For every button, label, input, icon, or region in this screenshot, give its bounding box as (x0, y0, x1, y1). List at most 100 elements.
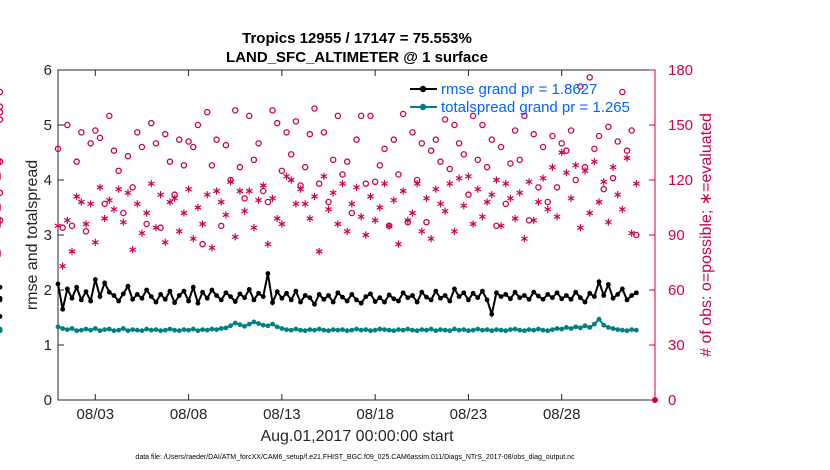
obs-possible-point (628, 127, 635, 134)
rmse-point (577, 295, 583, 301)
obs-possible-point (320, 129, 328, 136)
obs-evaluated-point (600, 178, 608, 186)
obs-evaluated-point (217, 198, 225, 206)
totalspread-point (601, 322, 607, 328)
totalspread-point (144, 326, 150, 332)
obs-evaluated-point (395, 240, 402, 248)
obs-possible-point (269, 107, 276, 114)
obs-evaluated-point (273, 214, 281, 223)
obs-evaluated-point (133, 200, 141, 208)
rmse-point (307, 295, 313, 301)
totalspread-point (200, 327, 205, 332)
series-rmse (0, 271, 639, 319)
obs-possible-point (455, 140, 463, 147)
totalspread-point (246, 321, 252, 327)
obs-possible-point (390, 136, 398, 143)
totalspread-point (568, 326, 574, 331)
obs-possible-point (162, 130, 169, 138)
rmse-point (531, 289, 537, 295)
obs-evaluated-point (604, 218, 612, 226)
rmse-point (470, 290, 476, 296)
obs-evaluated-point (399, 187, 407, 195)
obs-evaluated-point (353, 183, 360, 191)
totalspread-point (563, 325, 569, 330)
totalspread-point (158, 328, 164, 334)
rmse-point (438, 295, 443, 301)
rmse-point (605, 282, 611, 287)
totalspread-point (475, 326, 481, 332)
obs-evaluated-point (320, 172, 328, 180)
totalspread-point (452, 326, 457, 332)
totalspread-point (368, 328, 373, 334)
obs-possible-point (92, 127, 99, 134)
obs-evaluated-point (292, 200, 300, 208)
rmse-point (391, 296, 397, 302)
totalspread-point (624, 328, 630, 334)
obs-evaluated-point (534, 198, 542, 206)
totalspread-point (386, 327, 392, 333)
totalspread-point (461, 327, 467, 332)
totalspread-point (503, 328, 509, 334)
legend: rmse grand pr = 1.8627 totalspread grand… (410, 81, 630, 116)
rmse-point (218, 297, 224, 303)
obs-evaluated-point (101, 214, 109, 223)
rmse-point (512, 289, 518, 295)
totalspread-point (102, 327, 108, 332)
obs-possible-point (362, 180, 370, 187)
rmse-point (321, 296, 327, 302)
totalspread-point (442, 327, 448, 333)
chart-title-line2: LAND_SFC_ALTIMETER @ 1 surface (226, 49, 488, 66)
obs-possible-point (558, 140, 565, 147)
totalspread-point (97, 328, 103, 334)
rmse-point (563, 293, 569, 298)
totalspread-point (405, 326, 411, 332)
obs-evaluated-point (54, 222, 62, 230)
obs-possible-point (483, 163, 491, 171)
obs-possible-point (544, 198, 551, 206)
obs-possible-point (535, 184, 542, 191)
obs-evaluated-point (614, 191, 622, 199)
obs-possible-point (427, 147, 435, 154)
series-obs-evaluated (0, 148, 640, 270)
obs-possible-point (479, 121, 486, 129)
totalspread-point (288, 327, 294, 333)
obs-evaluated-point (222, 211, 230, 219)
obs-possible-point (511, 127, 519, 134)
rmse-point (358, 300, 364, 306)
obs-evaluated-point (143, 209, 151, 217)
totalspread-point (195, 328, 201, 334)
obs-evaluated-point (544, 205, 552, 213)
obs-possible-point (399, 110, 407, 118)
obs-evaluated-point (152, 224, 160, 232)
obs-possible-point (609, 174, 617, 182)
obs-evaluated-point (381, 180, 388, 188)
totalspread-point (414, 328, 420, 334)
rmse-point (102, 280, 108, 286)
obs-evaluated-point (506, 194, 514, 202)
obs-evaluated-point (171, 194, 179, 202)
totalspread-point (554, 326, 560, 331)
rmse-point (629, 293, 635, 298)
obs-possible-point (357, 112, 365, 120)
totalspread-point (293, 326, 299, 332)
obs-possible-point (278, 167, 286, 175)
totalspread-point (204, 327, 210, 333)
totalspread-point (540, 327, 546, 333)
obs-evaluated-point (623, 154, 631, 162)
totalspread-point (382, 327, 387, 332)
obs-evaluated-point (208, 244, 216, 252)
totalspread-point (0, 328, 3, 334)
totalspread-point (489, 328, 495, 334)
totalspread-point (172, 327, 178, 333)
rmse-point (251, 297, 257, 303)
obs-possible-point (231, 107, 239, 114)
totalspread-point (55, 324, 61, 330)
totalspread-point (545, 328, 551, 334)
rmse-point (106, 289, 112, 295)
totalspread-point (302, 328, 308, 334)
rmse-point (0, 314, 3, 319)
rmse-point (237, 291, 243, 297)
rmse-point (489, 311, 495, 317)
rmse-point (475, 295, 481, 301)
obs-evaluated-point (553, 213, 561, 221)
